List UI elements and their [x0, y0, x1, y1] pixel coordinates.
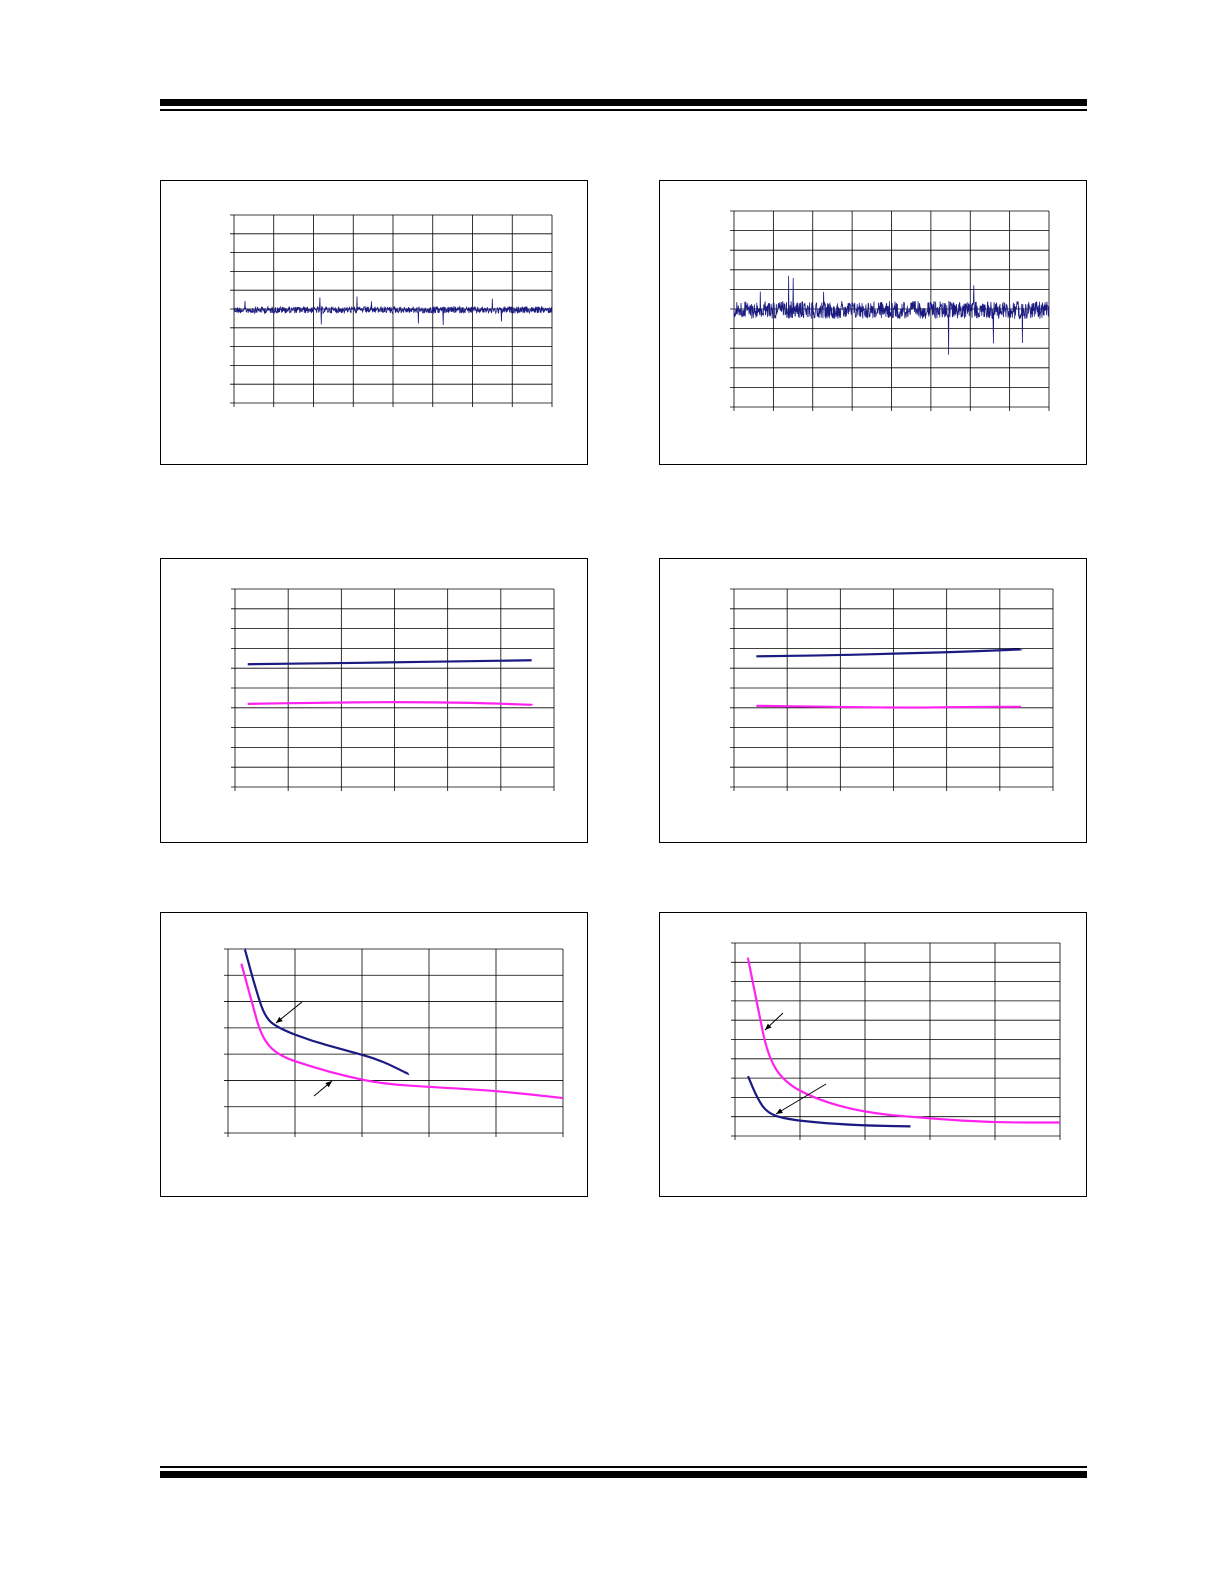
- chart6-arrow-2-head: [776, 1108, 783, 1114]
- chart1-plot: [230, 214, 553, 407]
- chart1-grid: [230, 214, 553, 407]
- chart6-series-1: [746, 1075, 912, 1128]
- chart5-series-1: [240, 962, 565, 1100]
- chart1-panel: [160, 180, 588, 465]
- chart6-arrow-2: [775, 1083, 827, 1115]
- chart6-panel: [659, 912, 1087, 1197]
- chart3-series-1: [247, 701, 533, 706]
- chart5-arrow-2-head: [325, 1081, 332, 1088]
- chart3-series-0: [247, 659, 533, 666]
- chart4-series-1: [755, 704, 1023, 709]
- chart6-grid: [731, 942, 1061, 1140]
- chart4-grid: [730, 588, 1054, 791]
- chart5-grid: [224, 948, 564, 1137]
- chart4-panel: [659, 558, 1087, 843]
- chart1-series-0: [233, 296, 553, 326]
- chart2-plot: [730, 210, 1050, 411]
- top-rule-thin: [160, 109, 1087, 111]
- chart2-panel: [659, 180, 1087, 465]
- chart5-plot: [224, 947, 565, 1137]
- chart5-series-0: [243, 947, 410, 1076]
- chart6-plot: [731, 942, 1061, 1140]
- chart5-arrow-1-head: [276, 1016, 283, 1023]
- bottom-rule-thin: [160, 1466, 1087, 1468]
- chart5-panel: [160, 912, 588, 1197]
- chart3-panel: [160, 558, 588, 843]
- chart3-plot: [231, 588, 555, 791]
- chart3-grid: [231, 588, 555, 791]
- chart6-arrow-1-head: [765, 1023, 772, 1030]
- chart6-series-0: [746, 957, 1061, 1124]
- chart2-series-0: [733, 275, 1050, 355]
- top-rule-thick: [160, 99, 1087, 106]
- chart4-series-0: [755, 648, 1023, 658]
- chart2-grid: [730, 210, 1050, 411]
- chart4-plot: [730, 588, 1054, 791]
- bottom-rule-thick: [160, 1471, 1087, 1478]
